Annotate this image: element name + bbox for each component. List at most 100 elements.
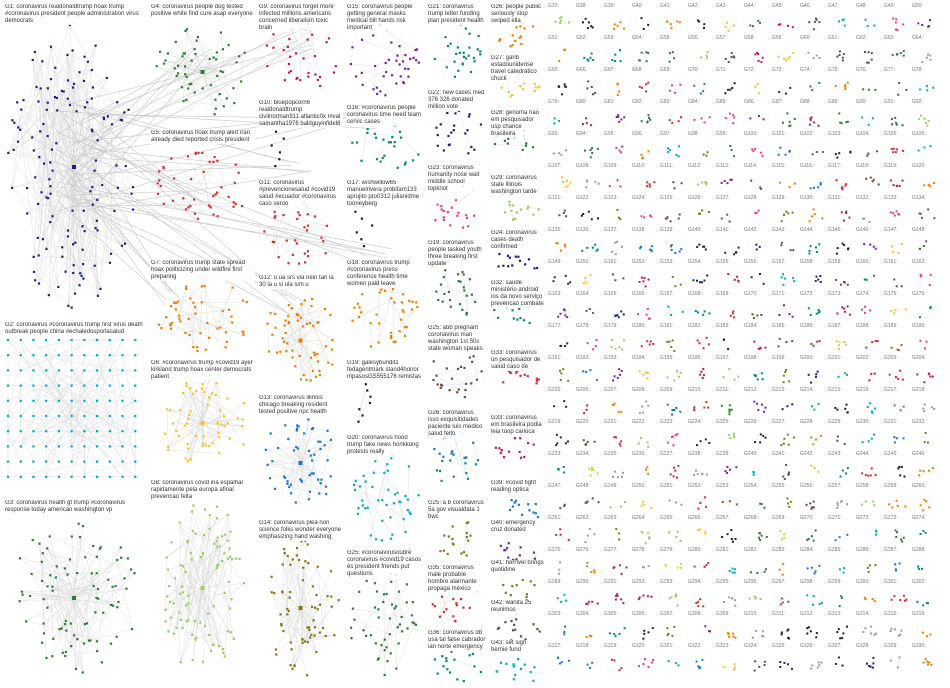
node	[73, 634, 75, 636]
node	[313, 454, 315, 456]
node	[869, 244, 871, 246]
node	[609, 185, 611, 187]
node	[898, 214, 900, 216]
node	[564, 244, 566, 246]
node	[71, 476, 73, 478]
node	[376, 590, 378, 592]
node	[675, 407, 677, 409]
node	[566, 342, 568, 344]
node	[296, 313, 298, 315]
node	[292, 558, 294, 560]
mini-group-label: G284:	[800, 548, 814, 553]
node	[642, 501, 644, 503]
node	[65, 630, 67, 632]
mini-group-label: G280:	[688, 548, 702, 553]
node	[189, 205, 191, 207]
node	[785, 464, 787, 466]
mini-group-label: G44:	[744, 4, 755, 9]
group-label: G42: wanita 25 reunimos	[490, 600, 545, 614]
node	[697, 311, 699, 313]
node	[404, 335, 406, 337]
node	[184, 571, 186, 573]
group-label: G19: coronavirus people tasked youth thr…	[427, 240, 487, 268]
node	[16, 101, 18, 103]
node	[923, 499, 925, 501]
node	[208, 445, 210, 447]
node	[407, 509, 409, 511]
mini-group-label: G153:	[660, 260, 674, 265]
node	[203, 171, 205, 173]
node	[901, 466, 903, 468]
node	[754, 212, 756, 214]
node	[32, 430, 34, 432]
node	[565, 600, 567, 602]
node	[568, 539, 570, 541]
node	[563, 594, 565, 596]
node	[284, 320, 286, 322]
node	[384, 649, 386, 651]
node	[809, 502, 811, 504]
node	[507, 265, 509, 267]
group-label: G41: horrível brings quotidine	[490, 560, 545, 574]
node	[34, 51, 36, 53]
node	[417, 153, 419, 155]
node	[97, 139, 99, 141]
node	[384, 639, 386, 641]
node	[58, 430, 60, 432]
node	[287, 555, 289, 557]
node	[696, 444, 698, 446]
node	[651, 662, 653, 664]
node	[317, 322, 319, 324]
node	[121, 445, 123, 447]
node	[379, 90, 381, 92]
node	[38, 254, 40, 256]
node	[649, 183, 651, 185]
node	[618, 316, 620, 318]
mini-group-label: G86:	[744, 100, 755, 105]
node	[559, 507, 561, 509]
node	[648, 279, 650, 281]
mini-group-label: G162:	[912, 260, 926, 265]
node	[432, 603, 434, 605]
node	[45, 354, 47, 356]
node	[83, 385, 85, 387]
mini-group-label: G289:	[548, 580, 562, 585]
node	[214, 193, 216, 195]
node	[378, 322, 380, 324]
group-label: G28: genoma nao em pesquisador usp chanc…	[490, 110, 545, 138]
node	[582, 370, 584, 372]
node	[837, 247, 839, 249]
node	[282, 214, 284, 216]
node	[73, 83, 75, 85]
node	[459, 281, 461, 283]
node	[783, 443, 785, 445]
node	[20, 461, 22, 463]
node	[512, 663, 514, 665]
node	[731, 56, 733, 58]
node	[749, 117, 751, 119]
node	[32, 354, 34, 356]
node	[622, 277, 624, 279]
node	[398, 45, 400, 47]
node	[703, 407, 705, 409]
node	[646, 314, 648, 316]
node	[897, 94, 899, 96]
node	[290, 70, 292, 72]
node	[453, 124, 455, 126]
mini-group-label: G130:	[800, 196, 814, 201]
node	[891, 507, 893, 509]
node	[609, 632, 611, 634]
node	[172, 200, 174, 202]
node	[873, 25, 875, 27]
node	[652, 659, 654, 661]
node	[274, 165, 276, 167]
node	[587, 80, 589, 82]
node	[510, 499, 512, 501]
node	[899, 599, 901, 601]
node	[707, 562, 709, 564]
mini-group-label: G267:	[716, 516, 730, 521]
node	[618, 121, 620, 123]
node	[72, 243, 74, 245]
node	[194, 312, 196, 314]
node	[61, 246, 63, 248]
